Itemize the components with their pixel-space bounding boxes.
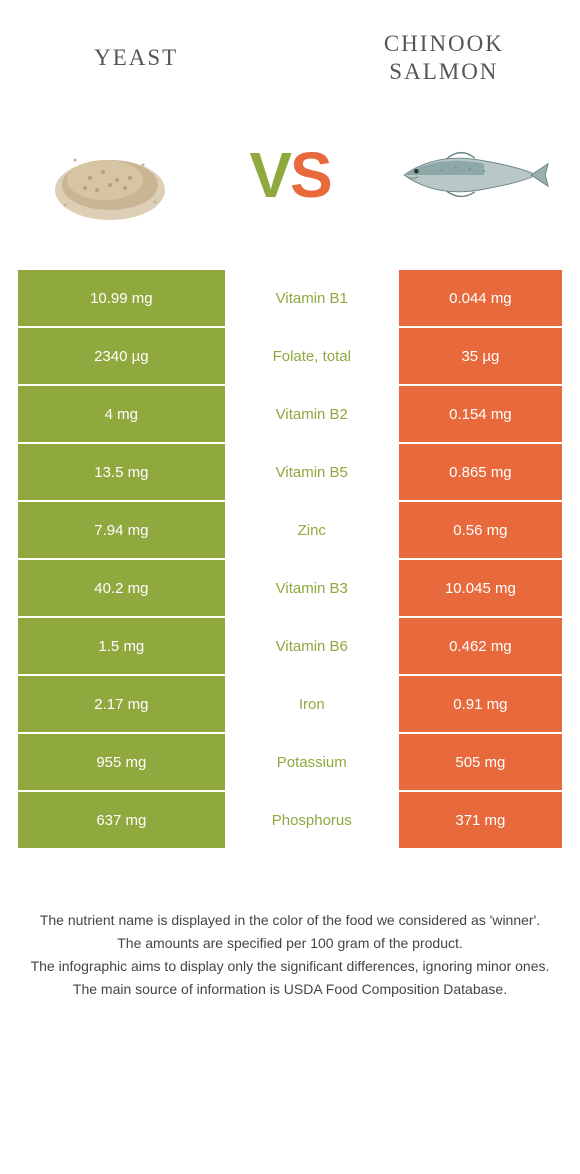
cell-left-value: 637 mg — [18, 792, 225, 848]
cell-left-value: 7.94 mg — [18, 502, 225, 558]
cell-right-value: 505 mg — [399, 734, 562, 790]
footer-line: The infographic aims to display only the… — [30, 956, 550, 977]
cell-nutrient-name: Vitamin B3 — [225, 560, 399, 616]
food-title-left: Yeast — [40, 45, 232, 71]
table-row: 2340 µgFolate, total35 µg — [18, 328, 562, 384]
cell-nutrient-name: Vitamin B6 — [225, 618, 399, 674]
nutrition-table: 10.99 mgVitamin B10.044 mg2340 µgFolate,… — [0, 270, 580, 848]
cell-left-value: 13.5 mg — [18, 444, 225, 500]
vs-label: VS — [249, 138, 330, 212]
cell-nutrient-name: Phosphorus — [225, 792, 399, 848]
cell-right-value: 0.865 mg — [399, 444, 562, 500]
cell-nutrient-name: Potassium — [225, 734, 399, 790]
cell-right-value: 371 mg — [399, 792, 562, 848]
table-row: 13.5 mgVitamin B50.865 mg — [18, 444, 562, 500]
table-row: 4 mgVitamin B20.154 mg — [18, 386, 562, 442]
vs-s-letter: S — [290, 139, 331, 211]
hero-row: VS — [0, 95, 580, 270]
cell-right-value: 0.154 mg — [399, 386, 562, 442]
cell-nutrient-name: Iron — [225, 676, 399, 732]
cell-left-value: 40.2 mg — [18, 560, 225, 616]
cell-right-value: 0.044 mg — [399, 270, 562, 326]
footer-line: The amounts are specified per 100 gram o… — [30, 933, 550, 954]
footer-line: The nutrient name is displayed in the co… — [30, 910, 550, 931]
yeast-image — [30, 105, 190, 245]
cell-nutrient-name: Vitamin B2 — [225, 386, 399, 442]
cell-right-value: 10.045 mg — [399, 560, 562, 616]
cell-left-value: 4 mg — [18, 386, 225, 442]
table-row: 637 mgPhosphorus371 mg — [18, 792, 562, 848]
table-row: 955 mgPotassium505 mg — [18, 734, 562, 790]
table-row: 10.99 mgVitamin B10.044 mg — [18, 270, 562, 326]
cell-right-value: 0.56 mg — [399, 502, 562, 558]
table-row: 2.17 mgIron0.91 mg — [18, 676, 562, 732]
table-row: 7.94 mgZinc0.56 mg — [18, 502, 562, 558]
footer-line: The main source of information is USDA F… — [30, 979, 550, 1000]
cell-nutrient-name: Vitamin B1 — [225, 270, 399, 326]
cell-left-value: 2340 µg — [18, 328, 225, 384]
food-title-right: Chinook salmon — [348, 30, 540, 85]
cell-left-value: 1.5 mg — [18, 618, 225, 674]
cell-nutrient-name: Zinc — [225, 502, 399, 558]
cell-right-value: 0.91 mg — [399, 676, 562, 732]
cell-left-value: 10.99 mg — [18, 270, 225, 326]
footer-text: The nutrient name is displayed in the co… — [0, 850, 580, 1000]
vs-v-letter: V — [249, 139, 290, 211]
cell-right-value: 35 µg — [399, 328, 562, 384]
cell-left-value: 955 mg — [18, 734, 225, 790]
cell-right-value: 0.462 mg — [399, 618, 562, 674]
cell-left-value: 2.17 mg — [18, 676, 225, 732]
cell-nutrient-name: Vitamin B5 — [225, 444, 399, 500]
table-row: 40.2 mgVitamin B310.045 mg — [18, 560, 562, 616]
salmon-image — [390, 105, 550, 245]
cell-nutrient-name: Folate, total — [225, 328, 399, 384]
table-row: 1.5 mgVitamin B60.462 mg — [18, 618, 562, 674]
title-row: Yeast Chinook salmon — [0, 0, 580, 95]
